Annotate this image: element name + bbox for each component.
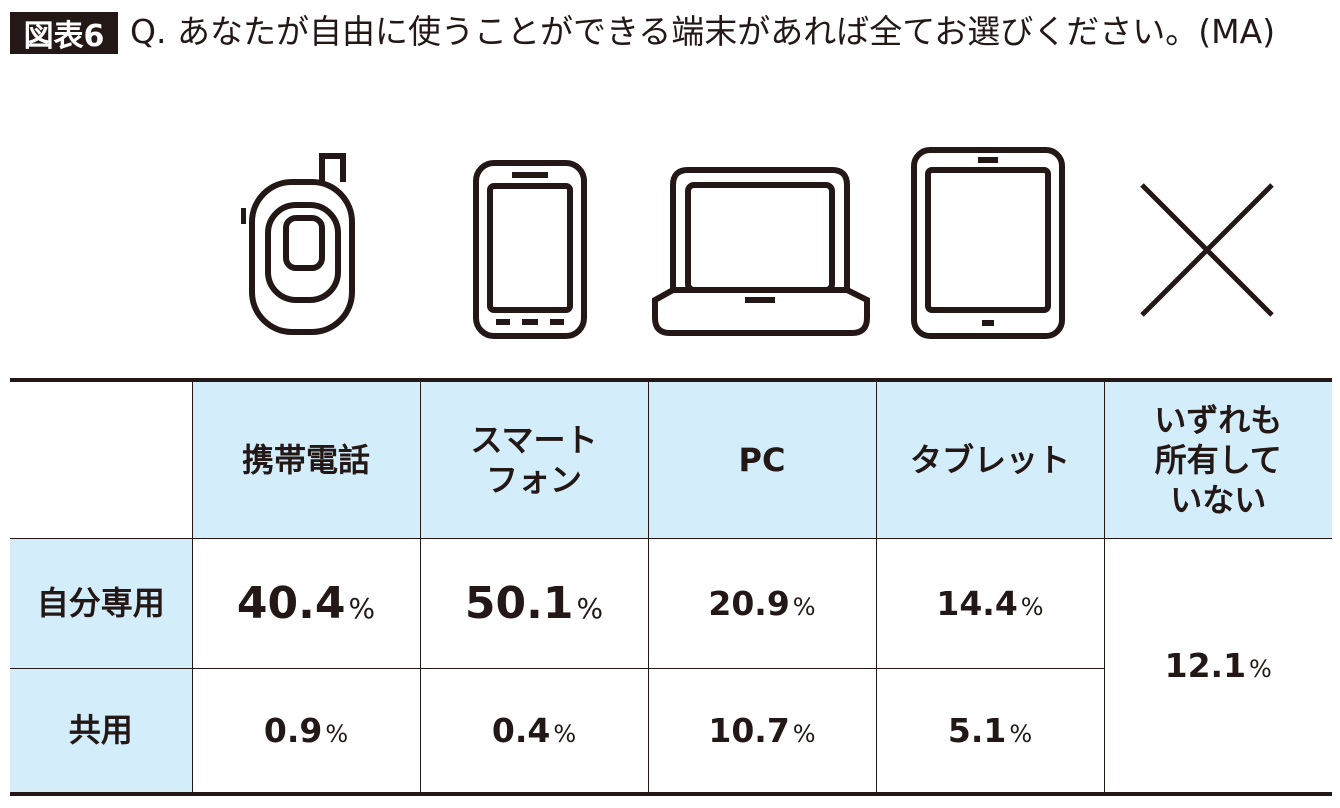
figure-label: 図表6 [10,12,118,54]
question-text: Q. あなたが自由に使うことができる端末があれば全てお選びください。(MA) [130,12,1276,51]
cross-icon [1140,183,1274,317]
smartphone-icon [473,160,587,339]
row-header-shared: 共用 [10,667,193,795]
row-header-personal: 自分専用 [10,537,193,669]
cell-shared-feature-phone: 0.9% [191,667,421,795]
col-header-tablet: タブレット [875,379,1105,539]
tablet-icon [911,147,1065,339]
cell-none: 12.1% [1103,537,1332,795]
header-row: 携帯電話 スマート フォン PC タブレット いずれも 所有して いない [10,379,1332,539]
cell-personal-feature-phone: 40.4% [191,537,421,669]
device-ownership-table: 携帯電話 スマート フォン PC タブレット いずれも 所有して いない 自分専用 4… [10,378,1332,796]
table-row-shared: 共用 0.9% 0.4% 10.7% 5.1% [10,667,1332,795]
col-header-pc: PC [647,379,877,539]
cell-shared-pc: 10.7% [647,667,877,795]
table-row-personal: 自分専用 40.4% 50.1% 20.9% 14.4% 12.1% [10,537,1332,795]
flip-phone-icon [241,153,355,335]
cell-shared-tablet: 5.1% [875,667,1104,795]
cell-shared-smartphone: 0.4% [419,667,649,795]
col-header-smartphone: スマート フォン [419,379,649,539]
col-header-feature-phone: 携帯電話 [191,379,421,539]
laptop-icon [652,167,870,336]
cell-personal-smartphone: 50.1% [419,537,649,669]
col-header-none: いずれも 所有して いない [1103,379,1332,539]
device-icons [241,147,1274,339]
corner-cell [10,379,193,539]
cell-personal-pc: 20.9% [647,537,877,669]
cell-personal-tablet: 14.4% [875,537,1105,669]
